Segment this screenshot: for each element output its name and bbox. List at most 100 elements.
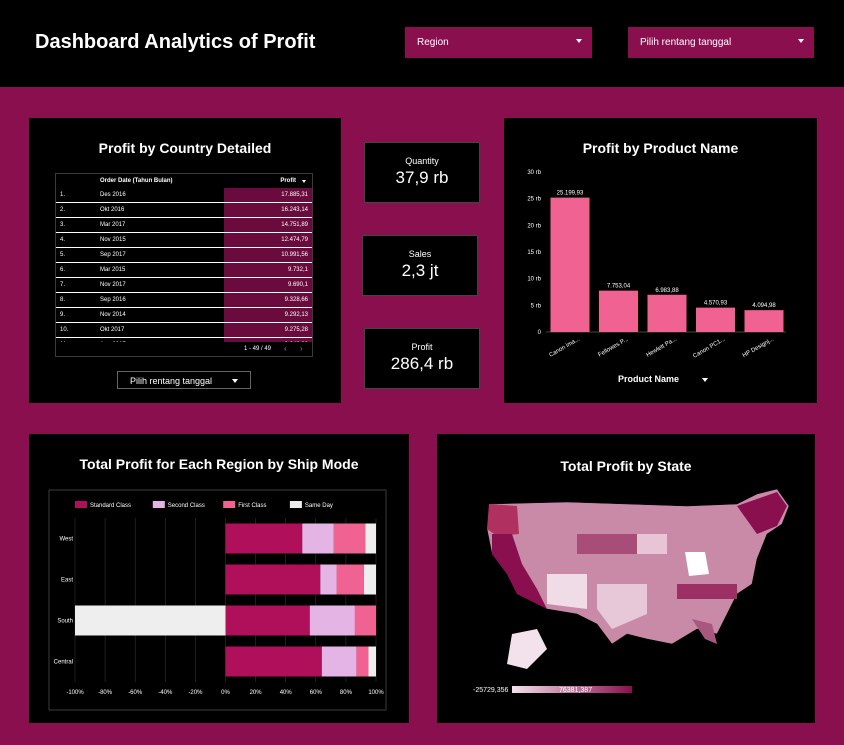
row-number: 7. bbox=[60, 282, 66, 288]
table-footer: 1 - 49 / 49 ‹ › bbox=[56, 342, 312, 356]
next-page-icon[interactable]: › bbox=[300, 344, 303, 353]
us-map-shape[interactable] bbox=[486, 488, 790, 645]
region-chart-panel: Total Profit for Each Region by Ship Mod… bbox=[29, 434, 409, 723]
legend-gradient bbox=[512, 686, 632, 693]
us-state-map: -25729,356 76381,387 bbox=[473, 488, 790, 694]
region-bar-segment[interactable] bbox=[225, 523, 303, 554]
x-tick-label: -60% bbox=[128, 690, 143, 696]
legend-label[interactable]: First Class bbox=[238, 503, 266, 509]
region-bar-segment[interactable] bbox=[354, 605, 376, 636]
table-row[interactable]: 2. Okt 2016 16.243,14 bbox=[56, 203, 312, 218]
row-date: Okt 2016 bbox=[100, 207, 125, 213]
y-tick-label: West bbox=[59, 537, 73, 543]
x-tick-label: 40% bbox=[280, 690, 293, 696]
x-tick-label: Canon PC1... bbox=[692, 336, 726, 359]
kpi-profit-value: 286,4 rb bbox=[390, 354, 454, 373]
region-bar-segment[interactable] bbox=[225, 646, 322, 677]
y-tick-label: 20 rb bbox=[527, 223, 541, 229]
kpi-sales-label: Sales bbox=[408, 249, 432, 259]
legend-max-label: 76381,387 bbox=[559, 687, 592, 694]
col-header-profit[interactable]: Profit bbox=[280, 178, 296, 184]
y-tick-label: 30 rb bbox=[527, 170, 541, 176]
table-row[interactable]: 8. Sep 2016 9.328,66 bbox=[56, 293, 312, 308]
bar-data-label: 4.570,93 bbox=[704, 301, 728, 307]
product-bar[interactable] bbox=[647, 294, 687, 332]
product-chart-panel: Profit by Product Name 0 5 rb 10 rb 15 rb 20… bbox=[504, 118, 817, 403]
region-bar-segment[interactable] bbox=[368, 646, 376, 677]
legend-swatch bbox=[75, 501, 87, 508]
row-profit: 14.751,89 bbox=[281, 222, 308, 228]
product-bar[interactable] bbox=[599, 290, 638, 332]
row-number: 6. bbox=[60, 267, 66, 273]
region-dropdown-label: Region bbox=[417, 37, 449, 48]
region-bar-segment[interactable] bbox=[356, 646, 369, 677]
prev-page-icon[interactable]: ‹ bbox=[284, 344, 287, 353]
table-row[interactable]: 7. Nov 2017 9.690,1 bbox=[56, 278, 312, 293]
table-row[interactable]: 1. Des 2016 17.885,31 bbox=[56, 188, 312, 203]
legend-label[interactable]: Standard Class bbox=[90, 503, 131, 509]
product-bar[interactable] bbox=[744, 310, 784, 332]
row-number: 3. bbox=[60, 222, 66, 228]
x-tick-label: 0% bbox=[221, 690, 230, 696]
country-date-filter-label: Pilih rentang tanggal bbox=[130, 376, 213, 386]
table-row[interactable]: 10. Okt 2017 9.275,28 bbox=[56, 323, 312, 338]
date-range-dropdown-label: Pilih rentang tanggal bbox=[640, 37, 732, 48]
region-bar-segment[interactable] bbox=[225, 605, 310, 636]
bar-data-label: 6.983,88 bbox=[655, 288, 679, 294]
region-bar-segment[interactable] bbox=[365, 523, 376, 554]
col-header-date[interactable]: Order Date (Tahun Bulan) bbox=[100, 178, 173, 184]
x-tick-label: 60% bbox=[310, 690, 323, 696]
region-dropdown[interactable]: Region bbox=[405, 27, 592, 58]
pagination-label: 1 - 49 / 49 bbox=[244, 346, 272, 352]
country-table: Order Date (Tahun Bulan) Profit 1. Des 20… bbox=[55, 173, 313, 357]
product-bar[interactable] bbox=[550, 197, 590, 332]
row-date: Sep 2017 bbox=[100, 252, 126, 258]
date-range-dropdown[interactable]: Pilih rentang tanggal bbox=[628, 27, 814, 58]
country-date-filter-dropdown[interactable]: Pilih rentang tanggal bbox=[117, 371, 251, 389]
x-tick-label: Hewlett Pa... bbox=[646, 336, 679, 358]
region-bar-segment[interactable] bbox=[363, 564, 376, 595]
row-profit: 9.732,1 bbox=[287, 267, 308, 273]
row-date: Mar 2015 bbox=[100, 267, 126, 273]
x-tick-label: 100% bbox=[368, 690, 384, 696]
legend-swatch bbox=[223, 501, 236, 508]
table-row[interactable]: 9. Nov 2014 9.292,13 bbox=[56, 308, 312, 323]
kpi-quantity: Quantity 37,9 rb bbox=[364, 142, 480, 203]
region-bar-segment[interactable] bbox=[309, 605, 355, 636]
legend-label[interactable]: Second Class bbox=[168, 503, 205, 509]
row-number: 8. bbox=[60, 297, 66, 303]
x-tick-label: -80% bbox=[98, 690, 113, 696]
region-bar-segment[interactable] bbox=[302, 523, 334, 554]
table-row[interactable]: 4. Nov 2015 12.474,79 bbox=[56, 233, 312, 248]
table-row[interactable]: 3. Mar 2017 14.751,89 bbox=[56, 218, 312, 233]
row-profit: 9.328,66 bbox=[284, 297, 308, 303]
row-number: 9. bbox=[60, 312, 66, 318]
chevron-down-icon bbox=[576, 39, 582, 43]
x-tick-label: 20% bbox=[250, 690, 263, 696]
product-bar-chart: 0 5 rb 10 rb 15 rb 20 rb 25 rb 30 rb 25.199,93 C… bbox=[527, 170, 786, 360]
product-dimension-dropdown[interactable]: Product Name bbox=[618, 374, 708, 384]
region-bar-segment[interactable] bbox=[336, 564, 364, 595]
table-row[interactable]: 6. Mar 2015 9.732,1 bbox=[56, 263, 312, 278]
region-bar-segment[interactable] bbox=[333, 523, 366, 554]
table-row[interactable]: 5. Sep 2017 10.991,56 bbox=[56, 248, 312, 263]
region-stacked-bar-chart: Standard Class Second Class First Class Sam… bbox=[48, 489, 387, 711]
y-tick-label: 0 bbox=[538, 330, 542, 336]
product-bar[interactable] bbox=[696, 307, 735, 332]
row-profit: 10.991,56 bbox=[281, 252, 308, 258]
row-date: Okt 2017 bbox=[100, 327, 125, 333]
row-date: Nov 2014 bbox=[100, 312, 126, 318]
sort-desc-icon[interactable] bbox=[302, 180, 306, 183]
region-bar-segment[interactable] bbox=[225, 564, 321, 595]
row-profit: 17.885,31 bbox=[281, 192, 308, 198]
legend-label[interactable]: Same Day bbox=[305, 503, 333, 509]
alaska-shape[interactable] bbox=[507, 629, 547, 669]
country-table-title: Profit by Country Detailed bbox=[98, 140, 272, 156]
row-profit: 12.474,79 bbox=[281, 237, 308, 243]
table-header: Order Date (Tahun Bulan) Profit bbox=[56, 174, 312, 188]
region-bar-segment[interactable] bbox=[321, 646, 357, 677]
chart-frame bbox=[48, 489, 387, 711]
x-tick-label: Fellowes P... bbox=[597, 336, 629, 358]
region-bar-segment[interactable] bbox=[320, 564, 337, 595]
region-bar-segment[interactable] bbox=[75, 605, 226, 636]
